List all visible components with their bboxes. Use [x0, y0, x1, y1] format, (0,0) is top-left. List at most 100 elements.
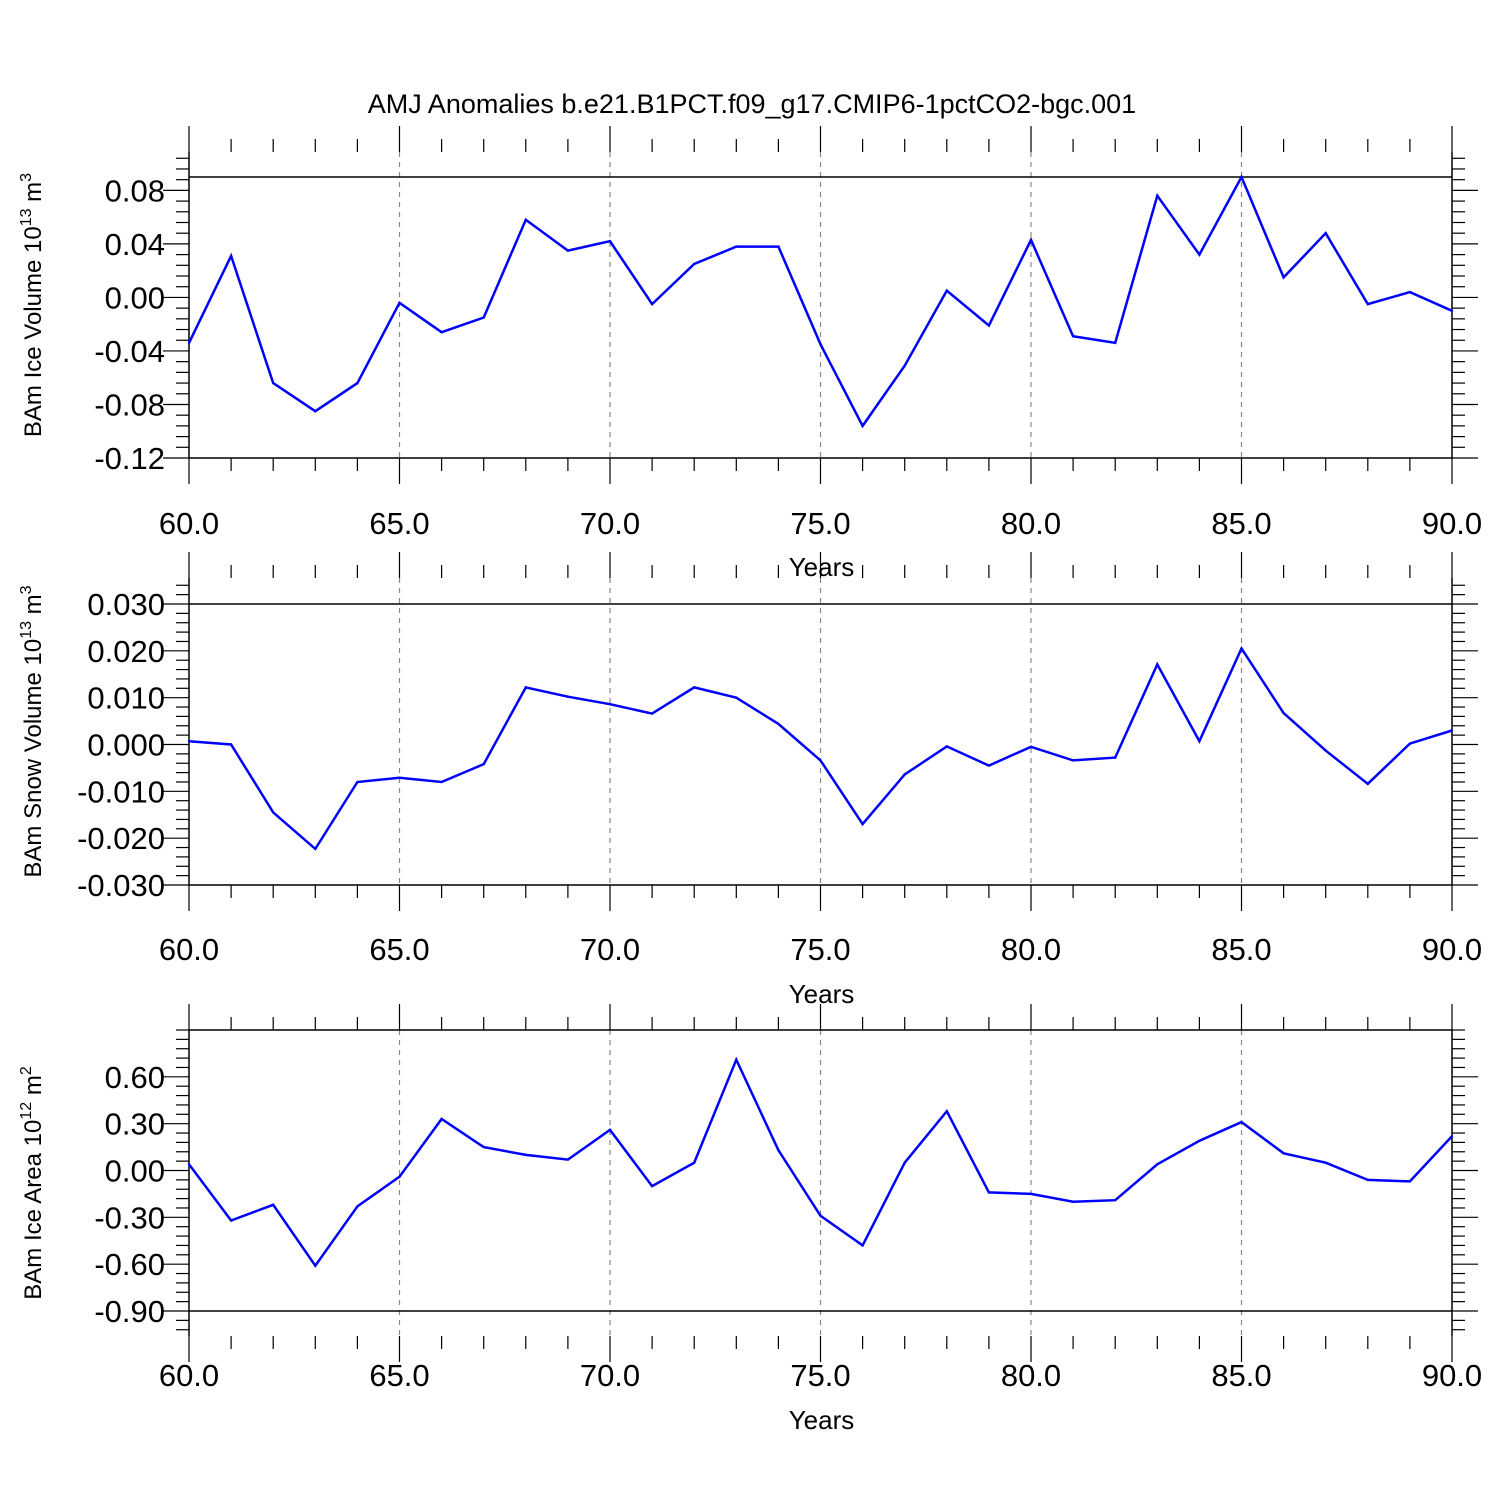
data-point	[1282, 711, 1285, 715]
data-point	[987, 764, 991, 767]
y-tick-label: 0.020	[87, 634, 165, 669]
data-point	[356, 780, 359, 784]
data-point	[608, 703, 612, 706]
data-point	[1029, 238, 1033, 242]
x-tick-label: 70.0	[580, 932, 640, 967]
data-point	[187, 1163, 191, 1166]
data-point	[1450, 1134, 1454, 1138]
data-point	[229, 743, 233, 746]
data-point	[440, 331, 443, 334]
x-tick-label: 75.0	[790, 932, 850, 967]
data-point	[903, 773, 906, 776]
data-point	[314, 1264, 317, 1267]
y-tick-label: -0.04	[94, 334, 165, 369]
data-point	[229, 254, 233, 258]
data-point	[272, 811, 275, 814]
data-point	[566, 695, 570, 698]
y-tick-label: 0.08	[105, 173, 165, 208]
x-tick-label: 80.0	[1001, 506, 1061, 541]
x-tick-label: 85.0	[1211, 506, 1271, 541]
x-tick-label: 85.0	[1211, 932, 1271, 967]
data-point	[735, 245, 738, 248]
data-point	[1366, 302, 1370, 306]
data-point	[1324, 232, 1327, 235]
data-point	[777, 722, 780, 726]
data-point	[1071, 335, 1075, 338]
data-point	[1029, 745, 1033, 749]
data-point	[987, 1191, 991, 1194]
x-tick-label: 85.0	[1211, 1358, 1271, 1393]
y-tick-label: 0.000	[87, 728, 165, 763]
data-point	[1114, 1198, 1117, 1202]
x-tick-label: 90.0	[1422, 506, 1482, 541]
data-point	[1198, 253, 1201, 256]
y-axis-title: BAm Snow Volume 1013 m3	[18, 585, 47, 877]
data-point	[356, 381, 359, 385]
y-axis-title: BAm Ice Area 1012 m2	[18, 1066, 47, 1300]
y-tick-label: 0.04	[105, 227, 165, 262]
data-point	[398, 1175, 401, 1178]
x-tick-label: 60.0	[159, 1358, 219, 1393]
data-point	[524, 218, 527, 222]
data-point	[777, 1149, 780, 1152]
data-point	[524, 1153, 527, 1157]
x-tick-label: 75.0	[790, 506, 850, 541]
data-point	[1071, 759, 1075, 762]
data-point	[1114, 756, 1117, 759]
y-tick-label: 0.00	[105, 1154, 165, 1189]
x-tick-label: 90.0	[1422, 1358, 1482, 1393]
x-tick-label: 65.0	[369, 932, 429, 967]
data-point	[482, 1145, 485, 1149]
data-point	[1114, 341, 1117, 345]
data-point	[524, 686, 527, 689]
data-point	[187, 341, 191, 345]
data-point	[1324, 749, 1327, 752]
y-tick-label: 0.60	[105, 1060, 165, 1095]
x-axis-title: Years	[789, 552, 855, 582]
data-point	[272, 381, 275, 385]
x-axis-title: Years	[789, 1405, 855, 1435]
x-tick-label: 80.0	[1001, 932, 1061, 967]
x-tick-label: 60.0	[159, 506, 219, 541]
y-axis-title: BAm Ice Volume 1013 m3	[18, 173, 47, 437]
data-point	[1198, 1139, 1201, 1143]
y-tick-label: 0.00	[105, 280, 165, 315]
data-point	[482, 762, 485, 766]
data-point	[1282, 276, 1285, 279]
data-point	[440, 1117, 443, 1121]
data-point	[1029, 1192, 1033, 1196]
data-point	[440, 780, 443, 784]
y-tick-label: 0.30	[105, 1107, 165, 1142]
data-point	[945, 289, 948, 292]
data-point	[945, 745, 948, 748]
y-tick-label: 0.010	[87, 681, 165, 716]
data-point	[229, 1219, 233, 1222]
y-tick-label: 0.030	[87, 587, 165, 622]
chart-title: AMJ Anomalies b.e21.B1PCT.f09_g17.CMIP6-…	[368, 89, 1136, 119]
chart-panel-3: 60.0 65.0 70.0 75.0 80.0 85.0 90.0 0.60 0.30 0.00…	[18, 1004, 1482, 1435]
x-tick-label: 70.0	[580, 1358, 640, 1393]
x-tick-label: 70.0	[580, 506, 640, 541]
data-point	[735, 1058, 738, 1061]
data-point	[1240, 1120, 1243, 1124]
data-point	[398, 776, 401, 779]
x-axis-title: Years	[789, 979, 855, 1009]
data-point	[903, 1161, 906, 1164]
data-point	[566, 249, 570, 252]
data-point	[314, 847, 317, 851]
x-tick-label: 80.0	[1001, 1358, 1061, 1393]
data-point	[1156, 194, 1159, 197]
data-point	[819, 759, 822, 762]
y-tick-label: -0.60	[94, 1247, 165, 1282]
data-point	[482, 316, 485, 319]
data-point	[1282, 1152, 1285, 1155]
data-point	[650, 1184, 654, 1188]
data-point	[398, 301, 401, 304]
x-tick-label: 90.0	[1422, 932, 1482, 967]
data-point	[777, 245, 780, 248]
data-point	[861, 1244, 864, 1247]
data-point	[735, 696, 738, 699]
data-point	[819, 1214, 822, 1217]
data-point	[566, 1158, 570, 1161]
